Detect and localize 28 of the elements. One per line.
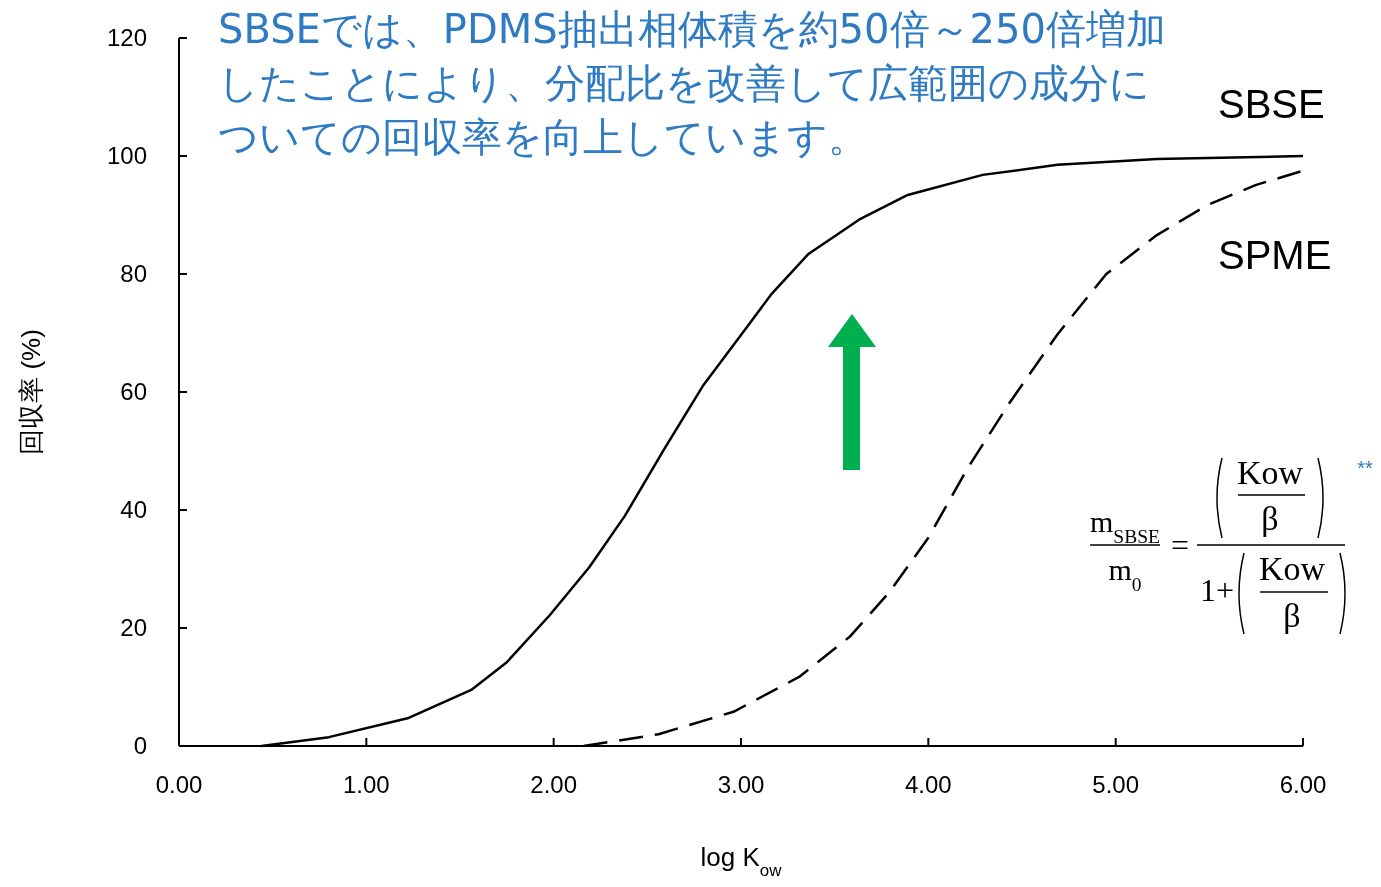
annotation: m$_{SBSE}$ (1090, 505, 1160, 547)
x-tick-label: 3.00 (717, 771, 765, 798)
y-tick-label: 80 (120, 260, 147, 287)
x-tick-label: 4.00 (904, 771, 952, 798)
y-tick-label: 0 (133, 732, 147, 759)
y-tick-label: 20 (120, 614, 147, 641)
text: ** (1357, 457, 1373, 479)
annotation: β (1261, 500, 1279, 537)
y-axis-title: 回収率 (%) (16, 329, 46, 455)
x-tick-label: 2.00 (530, 771, 578, 798)
x-tick-label: 1.00 (342, 771, 390, 798)
text: SBSEでは、PDMS抽出相体積を約50倍～250倍増加したことにより、分配比を改善して広範囲の成分についての回収率を向上しています。 (218, 5, 1167, 162)
x-axis-title: log K$_{ow}$ (700, 842, 783, 880)
series-label: SPME (1218, 232, 1332, 277)
annotation: β (1283, 597, 1301, 634)
x-tick-label: 5.00 (1092, 771, 1140, 798)
annotation: Kow (1236, 454, 1304, 491)
y-tick-label: 120 (106, 24, 147, 51)
series-label: SBSE (1218, 82, 1325, 126)
annotation: 1+ (1199, 572, 1235, 608)
x-tick-label: 0.00 (155, 771, 203, 798)
y-tick-label: 40 (120, 496, 147, 523)
y-tick-label: 100 (106, 142, 147, 169)
annotation: = (1170, 527, 1190, 563)
x-tick-label: 6.00 (1279, 771, 1327, 798)
y-tick-label: 60 (120, 378, 147, 405)
annotation: m$_{0}$ (1108, 553, 1142, 595)
annotation: Kow (1258, 550, 1326, 587)
